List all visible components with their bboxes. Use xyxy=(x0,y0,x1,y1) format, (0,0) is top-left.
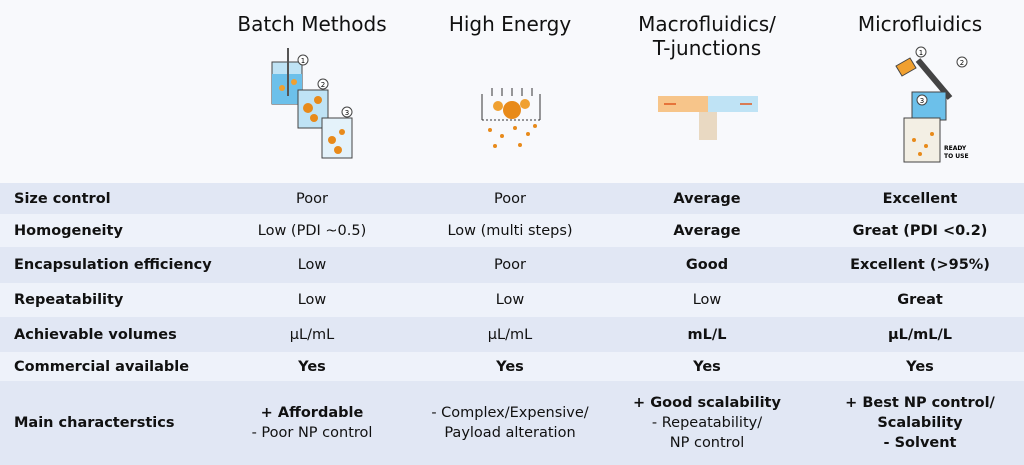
row-band xyxy=(0,214,1024,247)
cell: Low (PDI ~0.5) xyxy=(212,214,412,247)
step-label: 2 xyxy=(321,81,325,89)
cell: Low xyxy=(212,247,412,283)
cell: Average xyxy=(607,214,807,247)
icons: 1 2 3 1 2 3 READY TO USE xyxy=(271,46,969,163)
row-label: Main characterstics xyxy=(14,415,175,431)
row-band xyxy=(0,352,1024,381)
cell: + Good scalability - Repeatability/NP con… xyxy=(607,381,807,465)
row-band xyxy=(0,381,1024,465)
cell: Yes xyxy=(212,352,412,381)
cell: Poor xyxy=(212,183,412,214)
cell-line: Scalability xyxy=(877,415,963,431)
cell-line: Average xyxy=(673,190,741,207)
cell-line: µL/mL xyxy=(289,326,335,343)
cell: mL/L xyxy=(607,317,807,352)
cell: µL/mL/L xyxy=(820,317,1020,352)
cell: Excellent (>95%) xyxy=(820,247,1020,283)
cell-line: NP control xyxy=(669,435,745,451)
batch-icon: 1 2 3 xyxy=(271,48,353,159)
step-label: 3 xyxy=(920,97,924,105)
cell-line: Average xyxy=(673,222,741,239)
row-band xyxy=(0,183,1024,214)
cell: Yes xyxy=(820,352,1020,381)
row-label: Homogeneity xyxy=(14,222,123,239)
row-band xyxy=(0,247,1024,283)
cell-line: Poor xyxy=(494,190,526,207)
cell-line: Low xyxy=(495,292,525,308)
microfluidics-icon: 1 2 3 READY TO USE xyxy=(895,46,969,163)
cell-line: - Poor NP control xyxy=(251,425,373,441)
cell-line: Yes xyxy=(693,358,721,375)
row-label: Repeatability xyxy=(14,292,124,308)
cell: Average xyxy=(607,183,807,214)
cell: Low xyxy=(212,283,412,317)
cell-line: + Good scalability xyxy=(633,395,781,411)
column-header: High Energy xyxy=(410,12,610,36)
cell-line: Low xyxy=(692,292,722,308)
cell: Low xyxy=(607,283,807,317)
icon-text: READY xyxy=(944,145,967,152)
header-line: T-junctions xyxy=(652,36,762,60)
row-band xyxy=(0,283,1024,317)
cell: Great (PDI <0.2) xyxy=(820,214,1020,247)
cell: Great xyxy=(820,283,1020,317)
cell: µL/mL xyxy=(212,317,412,352)
cell-line: Low (multi steps) xyxy=(447,222,573,239)
cell-line: - Repeatability/ xyxy=(651,415,763,431)
cell-line: Yes xyxy=(298,358,326,375)
step-label: 1 xyxy=(919,49,923,57)
row-label: Achievable volumes xyxy=(14,326,177,343)
cell-line: + Best NP control/ xyxy=(845,395,995,411)
cell-line: Yes xyxy=(906,358,934,375)
cell-line: + Affordable xyxy=(260,405,364,421)
row-band xyxy=(0,317,1024,352)
cell-line: - Complex/Expensive/ xyxy=(431,405,589,421)
cell: Low (multi steps) xyxy=(410,214,610,247)
step-label: 3 xyxy=(345,109,349,117)
cell-line: µL/mL/L xyxy=(887,326,953,343)
cell-line: Low (PDI ~0.5) xyxy=(257,222,367,239)
header-line: Macrofluidics/ xyxy=(638,12,776,36)
cell-line: Low xyxy=(297,257,327,273)
row-label: Size control xyxy=(14,190,111,207)
step-label: 2 xyxy=(960,59,964,67)
cell-line: Poor xyxy=(296,190,328,207)
header-line: Microfluidics xyxy=(857,12,983,36)
cell: Low xyxy=(410,283,610,317)
cell-line: Low xyxy=(297,292,327,308)
column-header: Macrofluidics/T-junctions xyxy=(607,12,807,60)
cell: + Best NP control/Scalability - Solvent xyxy=(820,381,1020,465)
cell-line: µL/mL xyxy=(487,326,533,343)
header-line: Batch Methods xyxy=(237,12,387,36)
cell: Yes xyxy=(410,352,610,381)
cell-line: - Solvent xyxy=(883,435,957,451)
column-header: Microfluidics xyxy=(820,12,1020,36)
step-label: 1 xyxy=(301,57,305,65)
cell-line: Yes xyxy=(496,358,524,375)
cell: Good xyxy=(607,247,807,283)
cell-line: Great xyxy=(897,292,943,308)
cell: Poor xyxy=(410,247,610,283)
cell: Poor xyxy=(410,183,610,214)
cell-line: Excellent xyxy=(882,190,958,207)
cell: - Complex/Expensive/Payload alteration xyxy=(410,381,610,465)
column-header: Batch Methods xyxy=(212,12,412,36)
cell-line: Good xyxy=(685,257,729,273)
cell-line: Excellent (>95%) xyxy=(850,257,990,273)
row-label: Commercial available xyxy=(14,358,190,375)
cell-line: Poor xyxy=(494,257,526,273)
cell-line: Payload alteration xyxy=(444,425,576,441)
cell: + Affordable - Poor NP control xyxy=(212,381,412,465)
cell-line: Great (PDI <0.2) xyxy=(852,222,988,239)
cell: Excellent xyxy=(820,183,1020,214)
cell: µL/mL xyxy=(410,317,610,352)
t-junction-icon xyxy=(658,96,758,140)
high-energy-icon xyxy=(481,88,541,148)
cell-line: mL/L xyxy=(687,326,727,343)
icon-text: TO USE xyxy=(944,153,969,160)
cell: Yes xyxy=(607,352,807,381)
row-label: Encapsulation efficiency xyxy=(14,257,212,273)
header-line: High Energy xyxy=(448,12,572,36)
